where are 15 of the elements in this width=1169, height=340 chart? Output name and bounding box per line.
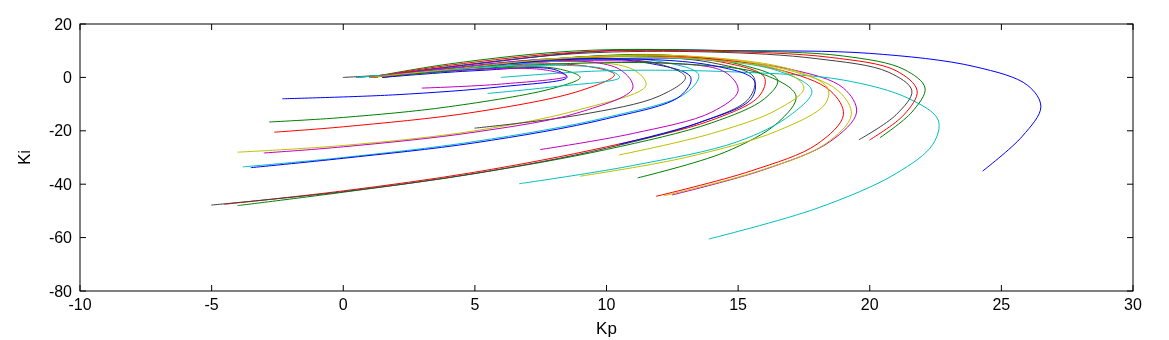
y-tick-label: 20	[54, 15, 73, 33]
y-tick-label: -60	[48, 229, 73, 247]
y-tick-label: -40	[48, 175, 73, 193]
x-tick-label: 30	[1124, 296, 1142, 313]
x-tick-label: 15	[729, 296, 748, 313]
x-tick-label: 0	[338, 296, 348, 313]
y-tick-label: -20	[48, 122, 73, 140]
x-tick-label: 20	[860, 296, 879, 313]
y-axis-title: Ki	[15, 149, 34, 166]
x-tick-label: 10	[597, 296, 616, 313]
x-tick-label: 5	[470, 296, 480, 313]
y-tick-label: 0	[63, 69, 73, 86]
x-axis-title: Kp	[596, 319, 617, 338]
x-tick-label: -5	[204, 296, 219, 313]
x-tick-label: 25	[992, 296, 1011, 313]
